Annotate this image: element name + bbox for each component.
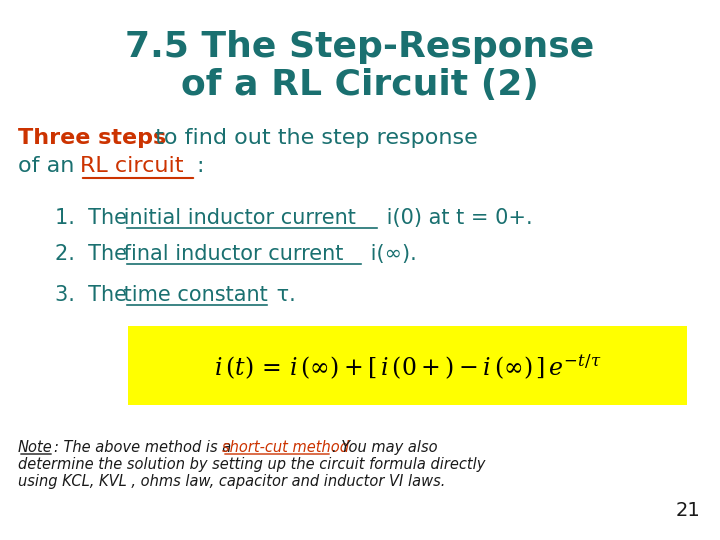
Text: RL circuit: RL circuit (80, 156, 184, 176)
Text: determine the solution by setting up the circuit formula directly: determine the solution by setting up the… (18, 457, 485, 472)
Text: short-cut method: short-cut method (222, 440, 349, 455)
FancyBboxPatch shape (128, 326, 687, 405)
Text: to find out the step response: to find out the step response (148, 128, 478, 148)
Text: . You may also: . You may also (332, 440, 438, 455)
Text: Three steps: Three steps (18, 128, 166, 148)
Text: final inductor current: final inductor current (117, 244, 343, 264)
Text: :: : (196, 156, 204, 176)
Text: 2.  The: 2. The (55, 244, 127, 264)
Text: i(∞).: i(∞). (364, 244, 417, 264)
Text: using KCL, KVL , ohms law, capacitor and inductor VI laws.: using KCL, KVL , ohms law, capacitor and… (18, 474, 446, 489)
Text: initial inductor current: initial inductor current (117, 208, 356, 228)
Text: time constant: time constant (117, 285, 268, 305)
Text: Note: Note (18, 440, 53, 455)
Text: $i\,(t)\, =\, i\,(\infty) + [\,i\,(0+) - i\,(\infty)\,]\,e^{-t/\tau}$: $i\,(t)\, =\, i\,(\infty) + [\,i\,(0+) -… (214, 353, 601, 382)
Text: 21: 21 (675, 501, 700, 520)
Text: i(0) at t = 0+.: i(0) at t = 0+. (380, 208, 533, 228)
Text: of an: of an (18, 156, 81, 176)
Text: 7.5 The Step-Response: 7.5 The Step-Response (125, 30, 595, 64)
Text: of a RL Circuit (2): of a RL Circuit (2) (181, 68, 539, 102)
Text: 1.  The: 1. The (55, 208, 127, 228)
Text: τ.: τ. (270, 285, 296, 305)
Text: : The above method is a: : The above method is a (54, 440, 236, 455)
Text: 3.  The: 3. The (55, 285, 127, 305)
